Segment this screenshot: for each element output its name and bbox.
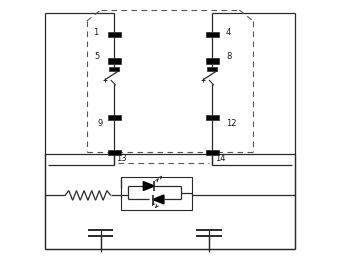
Text: 8: 8 bbox=[226, 52, 232, 61]
Bar bbox=[109, 67, 119, 71]
Bar bbox=[206, 115, 219, 120]
Text: 1: 1 bbox=[93, 28, 98, 38]
Bar bbox=[108, 150, 121, 155]
Polygon shape bbox=[143, 182, 154, 190]
Bar bbox=[108, 58, 121, 64]
Bar bbox=[121, 177, 192, 210]
Text: 12: 12 bbox=[226, 119, 236, 128]
Text: 4: 4 bbox=[226, 28, 231, 38]
Polygon shape bbox=[153, 195, 164, 204]
Bar bbox=[206, 32, 219, 37]
Bar bbox=[108, 32, 121, 37]
Text: 13: 13 bbox=[116, 154, 127, 163]
Bar bbox=[206, 58, 219, 64]
Text: 5: 5 bbox=[94, 52, 99, 61]
Bar bbox=[207, 67, 217, 71]
Bar bbox=[206, 150, 219, 155]
Text: 14: 14 bbox=[216, 154, 226, 163]
Text: 9: 9 bbox=[97, 119, 103, 128]
Bar bbox=[108, 115, 121, 120]
